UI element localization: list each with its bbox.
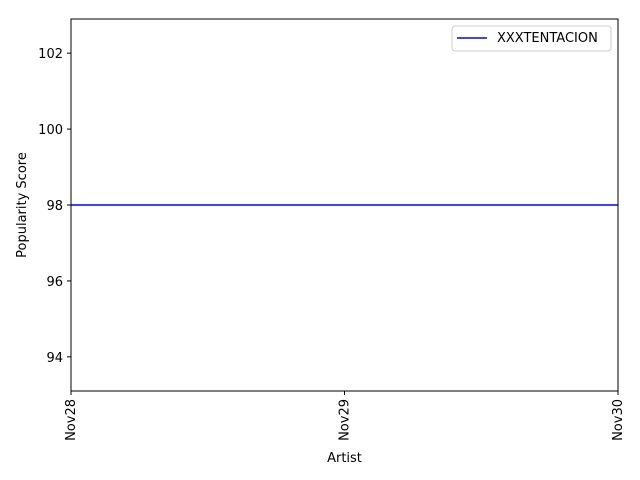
x-axis-label: Artist bbox=[327, 451, 362, 466]
y-tick-label: 100 bbox=[38, 123, 63, 138]
legend-label-xxxtentacion: XXXTENTACION bbox=[497, 31, 598, 46]
y-tick-label: 102 bbox=[38, 47, 63, 62]
y-axis: 94 96 98 100 102 bbox=[38, 47, 71, 366]
y-tick-label: 96 bbox=[46, 275, 63, 290]
legend-box bbox=[451, 25, 612, 52]
y-tick-label: 94 bbox=[46, 351, 63, 366]
y-tick-label: 98 bbox=[46, 199, 63, 214]
x-tick-label: Nov28 bbox=[64, 399, 79, 441]
x-axis: Nov28 Nov29 Nov30 bbox=[64, 391, 626, 441]
x-tick-label: Nov30 bbox=[611, 399, 626, 441]
axes-frame bbox=[70, 18, 619, 392]
y-axis-label: Popularity Score bbox=[15, 152, 30, 258]
x-tick-label: Nov29 bbox=[338, 399, 353, 441]
legend: XXXTENTACION bbox=[451, 25, 612, 52]
